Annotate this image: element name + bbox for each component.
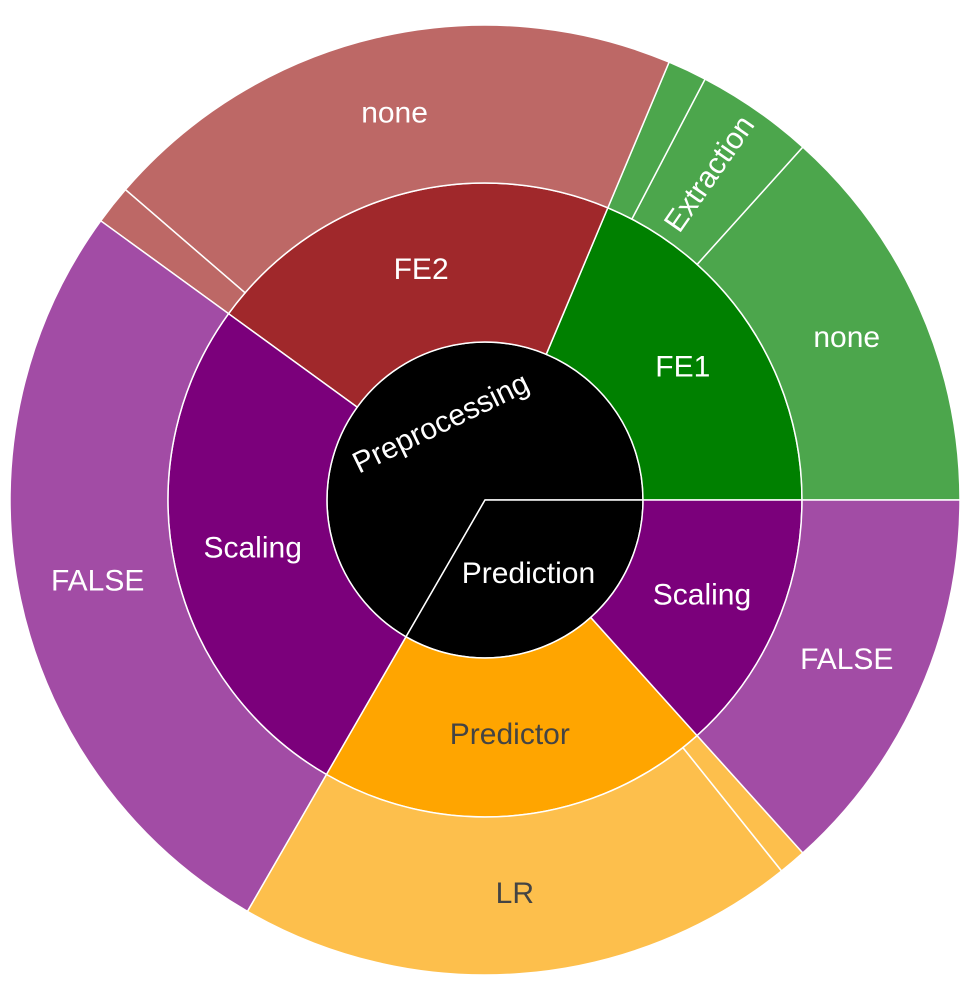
label-scaling-pred: Scaling [653,579,751,612]
sector-scaling-pred-false[interactable] [696,499,961,855]
sector-predictor-lr[interactable] [246,746,783,976]
sector-scaling-pre-false[interactable] [9,219,328,913]
label-predictor: Predictor [450,718,570,751]
sector-fe2-none[interactable] [124,24,671,294]
label-fe1: FE1 [655,350,710,383]
segments-layer [9,24,961,976]
label-scaling-pre: Scaling [203,531,301,564]
label-scaling-pred-false: FALSE [800,643,893,676]
label-fe2-none: none [361,96,428,129]
label-predictor-lr: LR [496,877,534,910]
label-fe2: FE2 [394,253,449,286]
label-fe1-none: none [813,321,880,354]
label-scaling-pre-false: FALSE [51,564,144,597]
label-prediction: Prediction [462,557,595,590]
